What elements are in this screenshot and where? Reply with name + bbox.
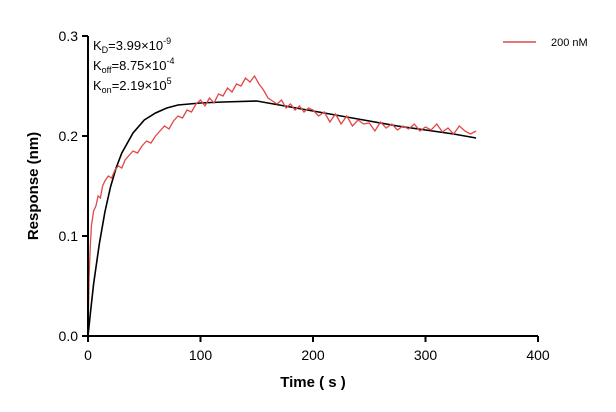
kinetic-constant-label: Kon=2.19×105 [93, 76, 172, 95]
x-tick-label: 100 [189, 347, 213, 363]
y-tick-label: 0.0 [59, 328, 79, 344]
y-tick-label: 0.3 [59, 28, 79, 44]
measured-curve-200nM [87, 74, 477, 337]
kinetic-constant-label: Koff=8.75×10-4 [93, 56, 174, 75]
y-tick-label: 0.2 [59, 128, 79, 144]
legend-label: 200 nM [551, 37, 588, 49]
y-axis-title: Response (nm) [25, 132, 42, 240]
y-tick-label: 0.1 [59, 228, 79, 244]
x-tick-label: 0 [84, 347, 92, 363]
x-tick-label: 300 [414, 347, 438, 363]
x-tick-label: 400 [526, 347, 550, 363]
x-tick-label: 200 [301, 347, 325, 363]
fit-curve [87, 100, 477, 337]
kinetic-constant-label: KD=3.99×10-9 [93, 36, 171, 55]
x-axis-title: Time ( s ) [280, 374, 346, 391]
